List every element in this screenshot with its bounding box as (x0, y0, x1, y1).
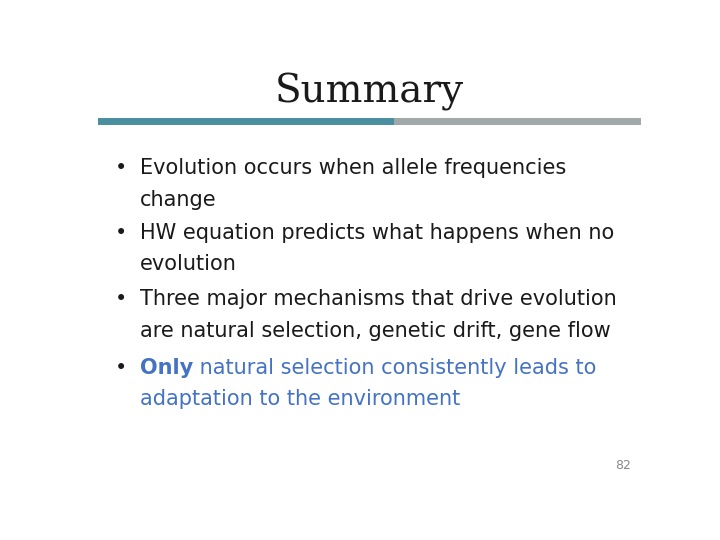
Text: natural selection consistently leads to: natural selection consistently leads to (194, 358, 597, 378)
Text: •: • (114, 158, 127, 178)
Text: adaptation to the environment: adaptation to the environment (140, 389, 461, 409)
Text: Summary: Summary (274, 73, 464, 111)
Text: •: • (114, 289, 127, 309)
Text: Evolution occurs when allele frequencies: Evolution occurs when allele frequencies (140, 158, 567, 178)
Text: evolution: evolution (140, 254, 237, 274)
Text: •: • (114, 358, 127, 378)
Text: change: change (140, 190, 217, 210)
Text: Three major mechanisms that drive evolution: Three major mechanisms that drive evolut… (140, 289, 617, 309)
Text: •: • (114, 223, 127, 243)
Text: Only: Only (140, 358, 194, 378)
Text: are natural selection, genetic drift, gene flow: are natural selection, genetic drift, ge… (140, 321, 611, 341)
Text: 82: 82 (616, 460, 631, 472)
Text: HW equation predicts what happens when no: HW equation predicts what happens when n… (140, 223, 614, 243)
